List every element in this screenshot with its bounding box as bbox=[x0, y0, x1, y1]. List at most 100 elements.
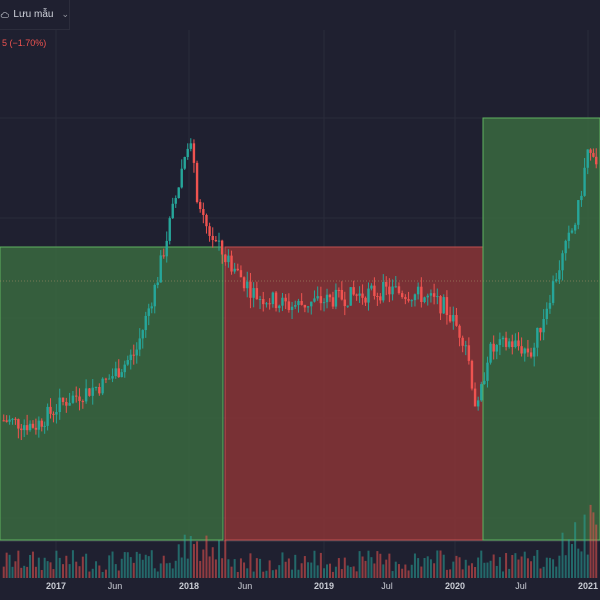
volume-bar bbox=[332, 572, 334, 578]
candle-body bbox=[455, 315, 457, 326]
volume-bar bbox=[212, 547, 214, 578]
candle-body bbox=[208, 226, 210, 236]
candle-body bbox=[486, 363, 488, 381]
volume-bar bbox=[127, 552, 129, 578]
candle-body bbox=[169, 218, 171, 241]
volume-bar bbox=[6, 553, 8, 578]
volume-bar bbox=[480, 551, 482, 578]
candle-body bbox=[361, 294, 363, 298]
x-tick-2020: 2020 bbox=[445, 581, 465, 591]
volume-bar bbox=[199, 561, 201, 578]
candle-body bbox=[533, 348, 535, 357]
volume-bar bbox=[546, 558, 548, 578]
volume-bar bbox=[44, 558, 46, 578]
chevron-down-icon[interactable]: ⌄ bbox=[61, 9, 69, 20]
volume-bar bbox=[69, 564, 71, 578]
candle-body bbox=[480, 384, 482, 400]
candle-body bbox=[151, 306, 153, 308]
volume-bar bbox=[82, 557, 84, 578]
volume-bar bbox=[59, 558, 61, 578]
candle-body bbox=[166, 241, 168, 256]
candle-body bbox=[98, 387, 100, 393]
volume-bar bbox=[459, 557, 461, 578]
candle-body bbox=[323, 302, 325, 303]
candle-body bbox=[511, 341, 513, 347]
candle-body bbox=[338, 290, 340, 291]
candle-body bbox=[221, 241, 223, 255]
candle-body bbox=[124, 365, 126, 373]
volume-bar bbox=[262, 572, 264, 578]
x-tick-2018: 2018 bbox=[179, 581, 199, 591]
volume-bar bbox=[3, 567, 5, 578]
volume-bar bbox=[166, 563, 168, 578]
candle-body bbox=[105, 379, 107, 380]
candle-body bbox=[358, 294, 360, 296]
volume-bar bbox=[571, 544, 573, 578]
volume-bar bbox=[231, 567, 233, 578]
candle-body bbox=[439, 296, 441, 313]
volume-bar bbox=[130, 557, 132, 578]
candle-body bbox=[411, 300, 413, 301]
volume-bar bbox=[307, 562, 309, 578]
candle-body bbox=[262, 299, 264, 304]
candle-body bbox=[364, 298, 366, 303]
volume-bar bbox=[272, 570, 274, 578]
volume-bar bbox=[98, 565, 100, 578]
volume-bar bbox=[379, 554, 381, 578]
candle-body bbox=[496, 345, 498, 352]
volume-bar bbox=[417, 558, 419, 578]
volume-bar bbox=[511, 555, 513, 578]
candle-body bbox=[199, 202, 201, 209]
candle-body bbox=[72, 396, 74, 403]
volume-bar bbox=[574, 522, 576, 578]
candle-body bbox=[474, 389, 476, 407]
volume-bar bbox=[95, 561, 97, 578]
volume-bar bbox=[317, 565, 319, 578]
volume-bar bbox=[157, 572, 159, 578]
candle-body bbox=[489, 344, 491, 363]
volume-bar bbox=[172, 568, 174, 578]
volume-bar bbox=[388, 554, 390, 578]
volume-bar bbox=[35, 567, 37, 578]
volume-bar bbox=[329, 564, 331, 578]
volume-bar bbox=[496, 566, 498, 578]
volume-bar bbox=[259, 559, 261, 578]
volume-bar bbox=[539, 568, 541, 578]
candle-body bbox=[85, 388, 87, 401]
candle-body bbox=[148, 308, 150, 316]
save-template-label: Lưu mẫu bbox=[13, 9, 53, 20]
candle-body bbox=[514, 340, 516, 347]
volume-bar bbox=[234, 559, 236, 578]
candle-body bbox=[92, 388, 94, 396]
candle-body bbox=[190, 143, 192, 149]
volume-bar bbox=[65, 556, 67, 578]
volume-bar bbox=[335, 567, 337, 578]
volume-bar bbox=[105, 570, 107, 578]
candle-body bbox=[505, 338, 507, 347]
volume-bar bbox=[527, 558, 529, 578]
candle-body bbox=[5, 420, 7, 421]
volume-bar bbox=[50, 562, 52, 578]
candle-body bbox=[443, 297, 445, 313]
candle-body bbox=[407, 299, 409, 301]
candle-body bbox=[55, 412, 57, 415]
candle-body bbox=[233, 269, 235, 272]
candle-body bbox=[68, 403, 70, 406]
candle-body bbox=[259, 299, 261, 300]
volume-bar bbox=[75, 562, 77, 578]
volume-bar bbox=[23, 566, 25, 578]
volume-bar bbox=[580, 551, 582, 578]
candle-body bbox=[237, 269, 239, 270]
candle-body bbox=[240, 270, 242, 277]
volume-bar bbox=[508, 569, 510, 578]
candle-body bbox=[38, 421, 40, 430]
candle-body bbox=[29, 424, 31, 430]
volume-bar bbox=[524, 552, 526, 578]
volume-bar bbox=[365, 561, 367, 578]
save-template-button[interactable]: Lưu mẫu ⌄ bbox=[0, 0, 70, 30]
candle-body bbox=[205, 215, 207, 226]
volume-bar bbox=[408, 570, 410, 578]
candle-body bbox=[8, 420, 10, 422]
